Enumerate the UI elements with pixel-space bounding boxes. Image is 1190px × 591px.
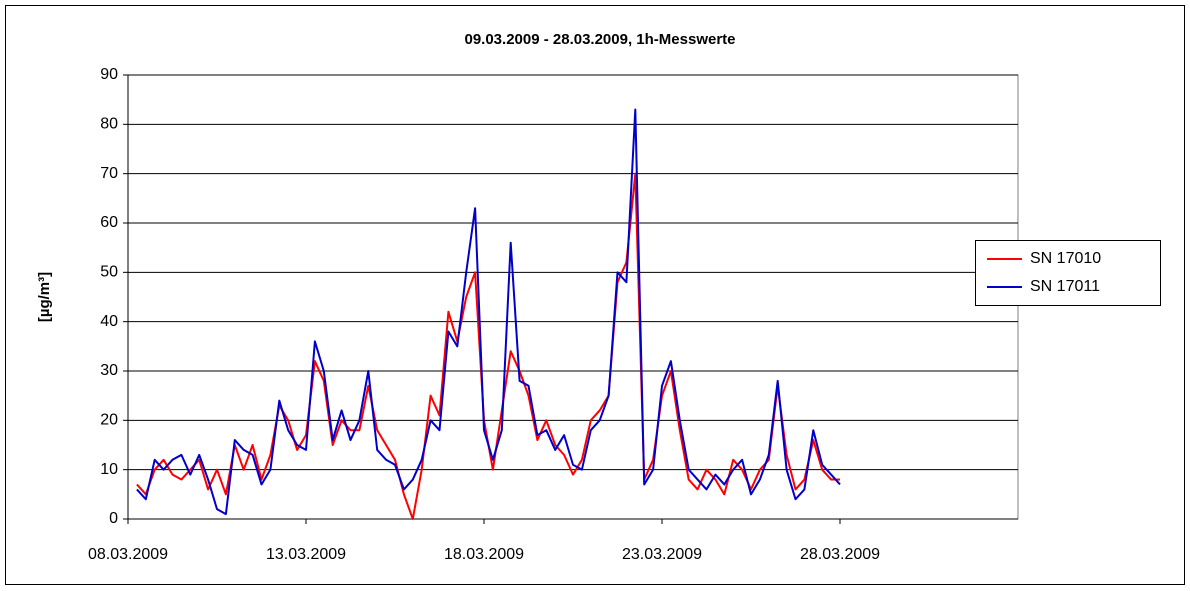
x-tick-label: 13.03.2009 [266, 546, 346, 563]
x-tick-label: 08.03.2009 [88, 546, 168, 563]
x-tick-label: 18.03.2009 [444, 546, 524, 563]
y-tick-label: 80 [100, 116, 118, 133]
legend-box [975, 240, 1161, 306]
legend-label: SN 17010 [1030, 250, 1101, 267]
plot-area [127, 74, 1019, 520]
x-tick-label: 23.03.2009 [622, 546, 702, 563]
y-tick-label: 70 [100, 165, 118, 182]
y-tick-label: 60 [100, 214, 118, 231]
legend-label: SN 17011 [1030, 278, 1100, 295]
y-tick-label: 0 [109, 510, 118, 527]
y-tick-label: 90 [100, 66, 118, 83]
y-tick-label: 30 [100, 362, 118, 379]
y-tick-label: 20 [100, 412, 118, 429]
y-axis-label: [µg/m³] [36, 272, 53, 322]
y-tick-label: 50 [100, 264, 118, 281]
y-tick-label: 10 [100, 461, 118, 478]
chart-title: 09.03.2009 - 28.03.2009, 1h-Messwerte [464, 31, 735, 48]
x-tick-label: 28.03.2009 [800, 546, 880, 563]
y-tick-label: 40 [100, 313, 118, 330]
data-line [136, 108, 841, 516]
